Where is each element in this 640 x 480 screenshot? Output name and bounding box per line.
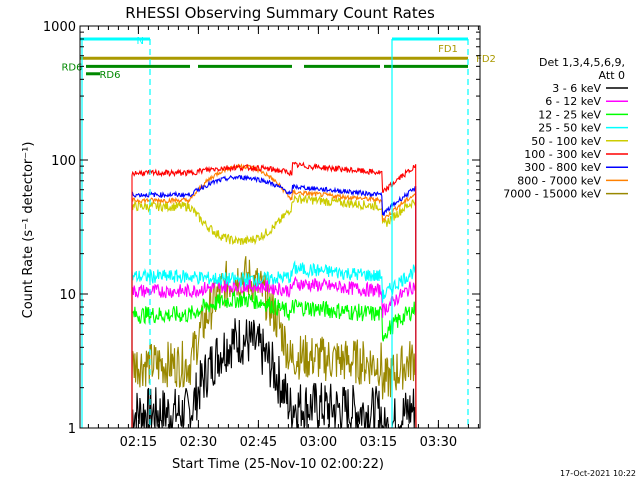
y-tick-label: 100 xyxy=(51,154,76,169)
legend-header: Att 0 xyxy=(599,69,625,82)
flag-label: FD2 xyxy=(476,54,496,65)
legend-entry-label: 100 - 300 keV xyxy=(524,148,601,161)
x-tick-label: 02:45 xyxy=(240,435,277,450)
x-axis-label: Start Time (25-Nov-10 02:00:22) xyxy=(172,457,384,472)
y-tick-label: 1000 xyxy=(43,20,76,35)
series-line xyxy=(131,291,417,429)
y-tick-label: 1 xyxy=(68,422,76,437)
axes-layer: 1 10 100 1000 02:15 02:30 02:45 03:00 03:15 03:30 xyxy=(43,20,481,450)
legend-header: Det 1,3,4,5,6,9, xyxy=(539,56,625,69)
x-tick-label: 02:30 xyxy=(180,435,217,450)
flag-label: RD6 xyxy=(99,70,120,81)
plot-frame xyxy=(79,25,481,429)
legend-entry-label: 6 - 12 keV xyxy=(545,95,601,108)
legend-entry-label: 7000 - 15000 keV xyxy=(503,188,601,201)
flag-label: FD1 xyxy=(438,44,458,55)
flag-label: N xyxy=(137,36,144,47)
footer-timestamp: 17-Oct-2021 10:22 xyxy=(560,469,636,478)
chart-title: RHESSI Observing Summary Count Rates xyxy=(125,4,435,22)
series-line xyxy=(131,163,417,429)
series-line xyxy=(131,260,417,429)
series-line xyxy=(131,161,417,429)
x-tick-label: 02:15 xyxy=(120,435,157,450)
flags-layer: N FD1 FD2 RD6 RD6 xyxy=(61,36,495,81)
x-tick-label: 03:00 xyxy=(300,435,337,450)
x-tick-label: 03:30 xyxy=(420,435,457,450)
y-axis-label: Count Rate (s⁻¹ detector⁻¹) xyxy=(21,142,36,319)
legend-entry-label: 50 - 100 keV xyxy=(531,135,601,148)
series-line xyxy=(131,193,417,429)
legend-entry-label: 12 - 25 keV xyxy=(538,108,601,121)
markers-layer xyxy=(81,38,469,428)
legend-entry-label: 25 - 50 keV xyxy=(538,122,601,135)
series-line xyxy=(131,174,417,429)
series-line xyxy=(131,275,417,429)
y-tick-label: 10 xyxy=(59,288,76,303)
legend-entry-label: 300 - 800 keV xyxy=(524,161,601,174)
legend-entry-label: 800 - 7000 keV xyxy=(517,174,601,187)
legend-entry-label: 3 - 6 keV xyxy=(552,82,601,95)
series-line xyxy=(131,256,417,429)
x-tick-label: 03:15 xyxy=(360,435,397,450)
flag-label: RD6 xyxy=(61,62,82,73)
